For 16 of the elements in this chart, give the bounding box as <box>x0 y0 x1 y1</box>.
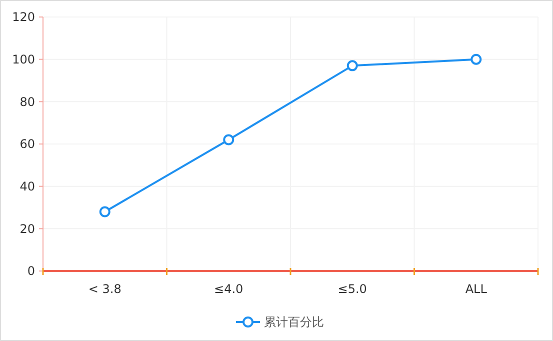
y-tick-label: 20 <box>20 222 35 236</box>
y-tick-label: 80 <box>20 94 35 109</box>
point <box>346 60 358 72</box>
y-tick-label: 120 <box>12 10 35 24</box>
x-tick-label: ≤4.0 <box>214 282 244 296</box>
legend-label: 累计百分比 <box>264 315 324 330</box>
x-tick-label: ≤5.0 <box>338 282 367 296</box>
y-tick-label: 100 <box>12 52 35 67</box>
x-tick-label: ALL <box>465 282 488 296</box>
point <box>99 206 110 218</box>
y-tick-label: 60 <box>20 137 35 152</box>
x-tick-label: < 3.8 <box>88 282 122 296</box>
point <box>223 134 234 146</box>
point <box>470 54 482 65</box>
y-tick-label: 40 <box>20 180 35 194</box>
y-tick-label: 0 <box>27 264 35 278</box>
